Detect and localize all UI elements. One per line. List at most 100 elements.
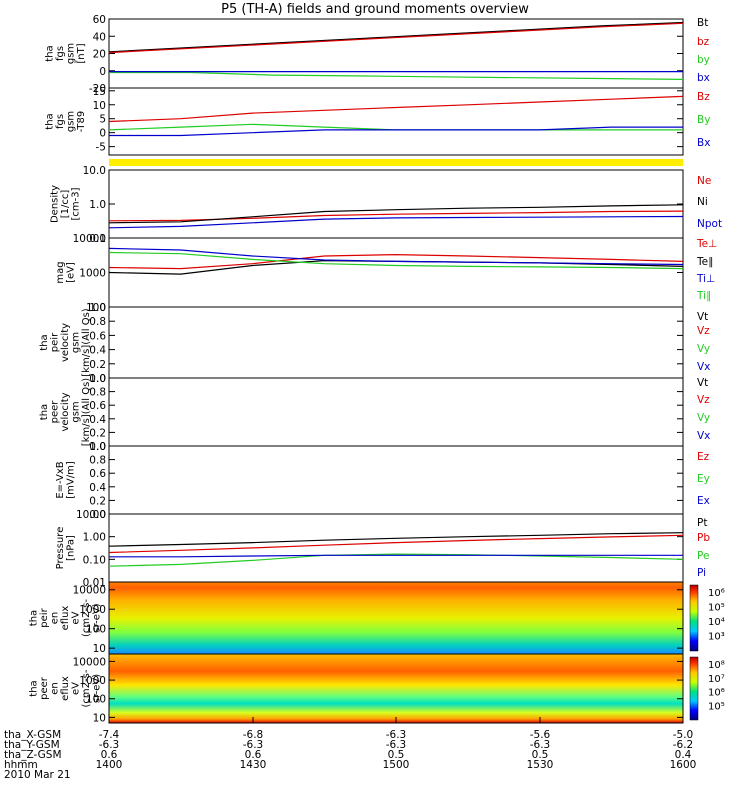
y-tick-label: 0.01	[83, 577, 106, 589]
y-tick-label: 1.0	[89, 199, 106, 211]
date-label: 2010 Mar 21	[4, 769, 71, 781]
x-axis-value: -6.3	[243, 739, 264, 751]
x-axis-value: -5.0	[673, 729, 694, 741]
x-axis-value: 1400	[96, 759, 123, 771]
y-tick-label: 60	[93, 14, 106, 26]
y-axis-label: fgs	[55, 114, 66, 129]
y-axis-label: eflux	[60, 676, 71, 701]
legend-entry: Te⊥	[696, 238, 717, 250]
legend-entry: by	[697, 54, 710, 66]
x-axis-row-label: tha_Z-GSM	[4, 749, 62, 761]
legend-entry: Vt	[697, 311, 708, 323]
y-axis-label: gsm	[65, 111, 76, 132]
y-axis-label: E=-VxB	[55, 461, 66, 498]
y-tick-label: 40	[93, 31, 106, 43]
colorbar-tick-label: 10⁷	[708, 674, 725, 685]
series-line-Bz	[108, 95, 684, 123]
series-line-Pt	[108, 532, 684, 547]
chart-title: P5 (TH-A) fields and ground moments over…	[221, 2, 529, 17]
y-tick-label: 0.1	[89, 233, 106, 245]
x-axis-row-label: tha_X-GSM	[4, 729, 61, 741]
x-axis-value: 1600	[670, 759, 697, 771]
x-axis-row-label: tha_Y-GSM	[4, 739, 60, 751]
legend-entry: Npot	[697, 218, 722, 230]
y-tick-label: 0.4	[89, 345, 106, 357]
series-line-Pi	[109, 554, 683, 558]
y-tick-label: 0.4	[89, 482, 106, 494]
y-axis-label: [cm-3]	[71, 187, 82, 220]
x-axis-value: -7.4	[99, 729, 120, 741]
legend-entry: Vz	[697, 394, 710, 406]
legend-entry: Ez	[697, 451, 710, 463]
legend-entry: Ne	[697, 175, 711, 187]
x-axis-row-label: hhmm	[4, 759, 38, 771]
y-axis-label: velocity	[60, 392, 71, 431]
y-tick-label: 0.8	[89, 455, 106, 467]
y-axis-label: eV	[71, 611, 82, 624]
x-axis-value: 1500	[383, 759, 410, 771]
y-tick-label: 10	[93, 643, 106, 655]
y-tick-label: 0.6	[89, 468, 106, 480]
series-line-Pe	[108, 553, 684, 567]
legend-entry: Vx	[697, 430, 710, 442]
divider-bar	[109, 159, 683, 166]
y-axis-label: Density	[50, 185, 61, 223]
x-axis-value: -6.3	[99, 739, 120, 751]
y-tick-label: 10000	[73, 233, 106, 245]
x-axis-value: -5.6	[530, 729, 551, 741]
series-line-Te⊥	[108, 253, 684, 270]
y-tick-label: 0	[99, 66, 106, 78]
y-tick-label: -20	[89, 83, 106, 95]
series-line-by	[109, 71, 684, 80]
y-tick-label: 10	[93, 712, 106, 724]
y-axis-label: gsm	[71, 332, 82, 353]
legend-entry: Vy	[697, 412, 710, 424]
x-axis-value: 0.5	[388, 749, 405, 761]
y-tick-label: 100	[86, 624, 106, 636]
colorbar-tick-label: 10⁴	[708, 617, 725, 628]
legend-entry: Pe	[697, 550, 709, 562]
series-line-Bx	[109, 126, 683, 137]
y-axis-label: gsm	[71, 401, 82, 422]
y-axis-label: eflux	[60, 606, 71, 631]
y-axis-label: eV	[71, 682, 82, 695]
legend-entry: Bx	[697, 137, 710, 149]
x-axis-value: 0.5	[532, 749, 549, 761]
y-axis-label: tha	[39, 404, 50, 420]
y-tick-label: 15	[93, 86, 106, 98]
peer-spectrogram-colorbar	[689, 656, 699, 721]
y-axis-label: tha	[44, 113, 55, 129]
y-axis-label: gsm	[65, 43, 76, 64]
y-axis-label: (cm2-s-	[81, 669, 92, 707]
y-tick-label: 100	[86, 694, 106, 706]
y-tick-label: 0.10	[83, 554, 106, 566]
legend-entry: Bt	[697, 17, 708, 29]
y-axis-label: velocity	[60, 323, 71, 362]
y-tick-label: 0.0	[89, 441, 106, 453]
peer-velocity-frame	[108, 377, 684, 447]
x-axis-value: -6.2	[673, 739, 694, 751]
y-axis-label: peir	[50, 332, 61, 352]
y-tick-label: 5	[99, 114, 106, 126]
y-tick-label: -5	[96, 142, 106, 154]
colorbar-tick-label: 10⁶	[708, 688, 725, 699]
legend-entry: Ti⊥	[696, 273, 715, 285]
legend-entry: Vt	[697, 377, 708, 389]
y-axis-label: peer	[39, 676, 50, 700]
y-tick-label: 0.6	[89, 400, 106, 412]
legend-entry: bz	[697, 36, 710, 48]
legend-entry: Pb	[697, 532, 710, 544]
y-tick-label: 0.0	[89, 509, 106, 521]
y-axis-label: sr-eV)	[92, 674, 103, 703]
y-axis-label: mag	[55, 261, 66, 283]
y-tick-label: 10000	[73, 585, 106, 597]
y-tick-label: 0	[99, 128, 106, 140]
peir-spectrogram-image	[109, 582, 683, 654]
y-tick-label: 20	[93, 49, 106, 61]
x-axis-value: 0.6	[101, 749, 118, 761]
x-axis-value: -6.8	[243, 729, 264, 741]
y-axis-label: Pressure	[55, 527, 66, 570]
y-tick-label: 0.2	[89, 427, 106, 439]
y-tick-label: 10000	[73, 656, 106, 668]
series-line-Ti∥	[108, 251, 684, 270]
